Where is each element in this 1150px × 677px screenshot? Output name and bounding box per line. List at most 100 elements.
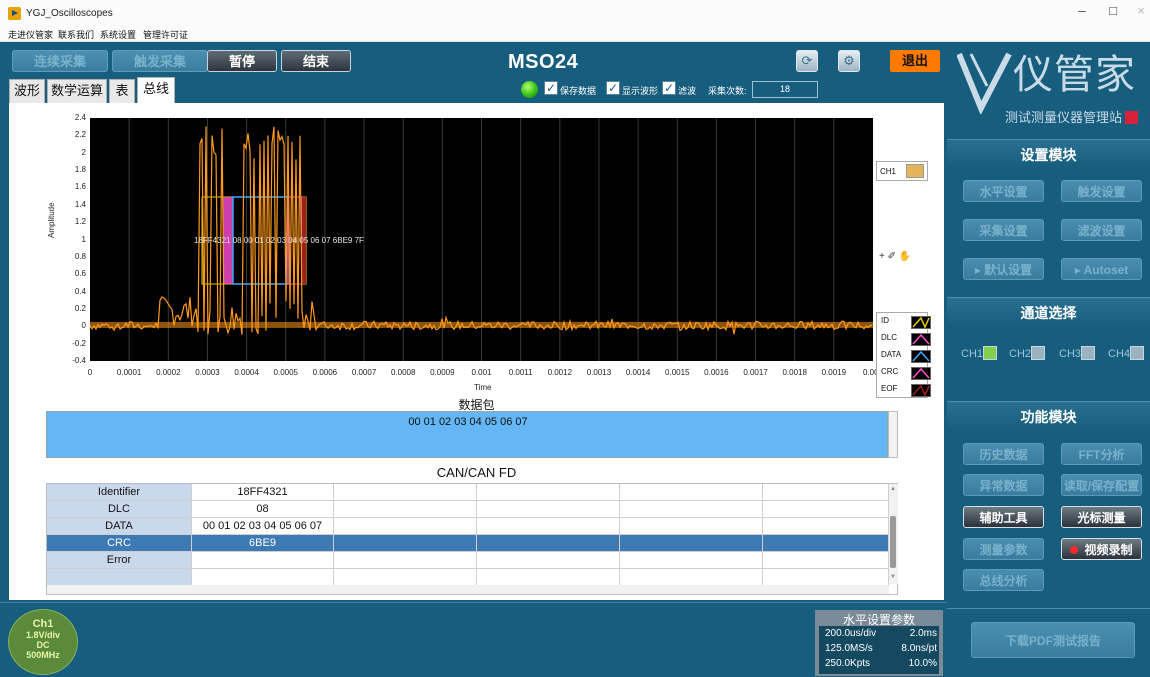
can-row-label[interactable]: DATA: [47, 518, 192, 535]
bus-analysis-button[interactable]: 总线分析: [963, 569, 1044, 591]
tab-bus[interactable]: 总线: [137, 77, 175, 103]
can-table-scrollbar[interactable]: ▲ ▼: [889, 484, 898, 584]
can-row-value[interactable]: 08: [192, 501, 334, 518]
can-row-label[interactable]: CRC: [47, 535, 192, 552]
scroll-thumb[interactable]: [890, 516, 896, 568]
can-empty-cell[interactable]: [763, 484, 889, 501]
tab-table[interactable]: 表: [109, 79, 135, 103]
filter-checkbox[interactable]: ✓: [662, 81, 676, 95]
can-empty-cell[interactable]: [192, 569, 334, 586]
can-empty-cell[interactable]: [477, 535, 620, 552]
autoset-button[interactable]: ▸ Autoset: [1061, 258, 1142, 280]
can-table[interactable]: Identifier 18FF4321 DLC 08 DATA 00 01 02 03 0…: [46, 483, 898, 595]
minimize-icon[interactable]: –: [1078, 3, 1086, 18]
hp-row: 125.0MS/s 8.0ns/pt: [825, 643, 937, 654]
save-data-checkbox[interactable]: ✓: [544, 81, 558, 95]
packet-field[interactable]: 00 01 02 03 04 05 06 07: [46, 411, 888, 458]
can-empty-cell[interactable]: [620, 518, 763, 535]
waveform-graph[interactable]: 18FF4321 08 00 01 02 03 04 05 06 07 6BE9…: [90, 118, 873, 361]
can-row-value[interactable]: 6BE9: [192, 535, 334, 552]
ch3-checkbox[interactable]: [1081, 346, 1095, 360]
can-empty-cell[interactable]: [620, 569, 763, 586]
can-row-value[interactable]: 00 01 02 03 04 05 06 07: [192, 518, 334, 535]
video-record-button[interactable]: 视频录制: [1061, 538, 1142, 560]
channel-badge[interactable]: Ch1 1.8V/div DC 500MHz: [8, 609, 78, 675]
x-tick-label: 0.0001: [116, 368, 142, 377]
scroll-up-icon[interactable]: ▲: [890, 486, 896, 492]
can-empty-cell[interactable]: [477, 569, 620, 586]
gear-icon[interactable]: ⚙: [838, 50, 860, 72]
ch1-checkbox[interactable]: [983, 346, 997, 360]
legend-swatch-icon: [911, 367, 931, 380]
can-empty-cell[interactable]: [334, 569, 477, 586]
x-tick-label: 0.0013: [586, 368, 612, 377]
can-empty-cell[interactable]: [334, 535, 477, 552]
packet-scrollbar[interactable]: [888, 411, 898, 458]
can-empty-cell[interactable]: [334, 552, 477, 569]
can-empty-cell[interactable]: [47, 569, 192, 586]
can-empty-cell[interactable]: [763, 518, 889, 535]
close-icon[interactable]: ×: [1137, 3, 1145, 18]
can-row-label[interactable]: Identifier: [47, 484, 192, 501]
can-empty-cell[interactable]: [334, 518, 477, 535]
menu-item-about[interactable]: 走进仪管家: [8, 30, 54, 40]
abnormal-data-button[interactable]: 异常数据: [963, 474, 1044, 496]
tab-waveform[interactable]: 波形: [9, 79, 45, 103]
can-empty-cell[interactable]: [763, 552, 889, 569]
can-empty-cell[interactable]: [763, 535, 889, 552]
can-empty-cell[interactable]: [477, 501, 620, 518]
default-settings-button[interactable]: ▸ 默认设置: [963, 258, 1044, 280]
graph-tools-icon[interactable]: + ✐ ✋: [879, 251, 912, 262]
scroll-down-icon[interactable]: ▼: [890, 574, 896, 580]
can-empty-cell[interactable]: [763, 501, 889, 518]
stop-button[interactable]: 结束: [281, 50, 351, 72]
measure-params-button[interactable]: 测量参数: [963, 538, 1044, 560]
continuous-acquire-button[interactable]: 连续采集: [12, 50, 108, 72]
hp-time-span: 2.0ms: [909, 628, 937, 639]
trigger-settings-button[interactable]: 触发设置: [1061, 180, 1142, 202]
can-empty-cell[interactable]: [620, 484, 763, 501]
can-row-value[interactable]: 18FF4321: [192, 484, 334, 501]
fft-analysis-button[interactable]: FFT分析: [1061, 443, 1142, 465]
menu-item-settings[interactable]: 系统设置: [100, 30, 137, 40]
ch2-checkbox[interactable]: [1031, 346, 1045, 360]
ch1-label: CH1: [961, 348, 984, 360]
can-empty-cell[interactable]: [477, 484, 620, 501]
trigger-acquire-button[interactable]: 触发采集: [112, 50, 208, 72]
count-field[interactable]: 18: [752, 81, 818, 98]
legend-swatch-icon: [911, 316, 931, 329]
menu-item-contact[interactable]: 联系我们: [58, 30, 95, 40]
can-empty-cell[interactable]: [620, 552, 763, 569]
can-empty-cell[interactable]: [620, 535, 763, 552]
can-empty-cell[interactable]: [477, 518, 620, 535]
aux-tools-button[interactable]: 辅助工具: [963, 506, 1044, 528]
load-save-config-button[interactable]: 读取/保存配置: [1061, 474, 1142, 496]
can-empty-cell[interactable]: [763, 569, 889, 586]
waveform-plot: 18FF4321 08 00 01 02 03 04 05 06 07 6BE9…: [90, 118, 873, 361]
can-table-hscrollbar[interactable]: [47, 585, 889, 594]
download-pdf-button[interactable]: 下载PDF测试报告: [971, 622, 1135, 658]
cursor-measure-button[interactable]: 光标测量: [1061, 506, 1142, 528]
ch4-checkbox[interactable]: [1130, 346, 1144, 360]
refresh-icon[interactable]: ⟳: [796, 50, 818, 72]
pause-button[interactable]: 暂停: [207, 50, 277, 72]
can-row-label[interactable]: DLC: [47, 501, 192, 518]
can-empty-cell[interactable]: [620, 501, 763, 518]
x-tick-label: 0.0005: [273, 368, 298, 377]
history-data-button[interactable]: 历史数据: [963, 443, 1044, 465]
filter-settings-button[interactable]: 滤波设置: [1061, 219, 1142, 241]
tab-math[interactable]: 数学运算: [47, 79, 107, 103]
can-row-label[interactable]: Error: [47, 552, 192, 569]
can-row-value[interactable]: [192, 552, 334, 569]
brand-title: 仪管家: [1013, 52, 1136, 97]
can-empty-cell[interactable]: [477, 552, 620, 569]
can-empty-cell[interactable]: [334, 484, 477, 501]
exit-button[interactable]: 退出: [890, 50, 940, 72]
show-wave-checkbox[interactable]: ✓: [606, 81, 620, 95]
menu-item-license[interactable]: 管理许可证: [143, 30, 189, 40]
acquire-settings-button[interactable]: 采集设置: [963, 219, 1044, 241]
horizontal-settings-button[interactable]: 水平设置: [963, 180, 1044, 202]
can-empty-cell[interactable]: [334, 501, 477, 518]
horizontal-params-body: 200.0us/div 2.0ms 125.0MS/s 8.0ns/pt 250.0…: [819, 626, 939, 674]
maximize-icon[interactable]: □: [1109, 3, 1117, 18]
